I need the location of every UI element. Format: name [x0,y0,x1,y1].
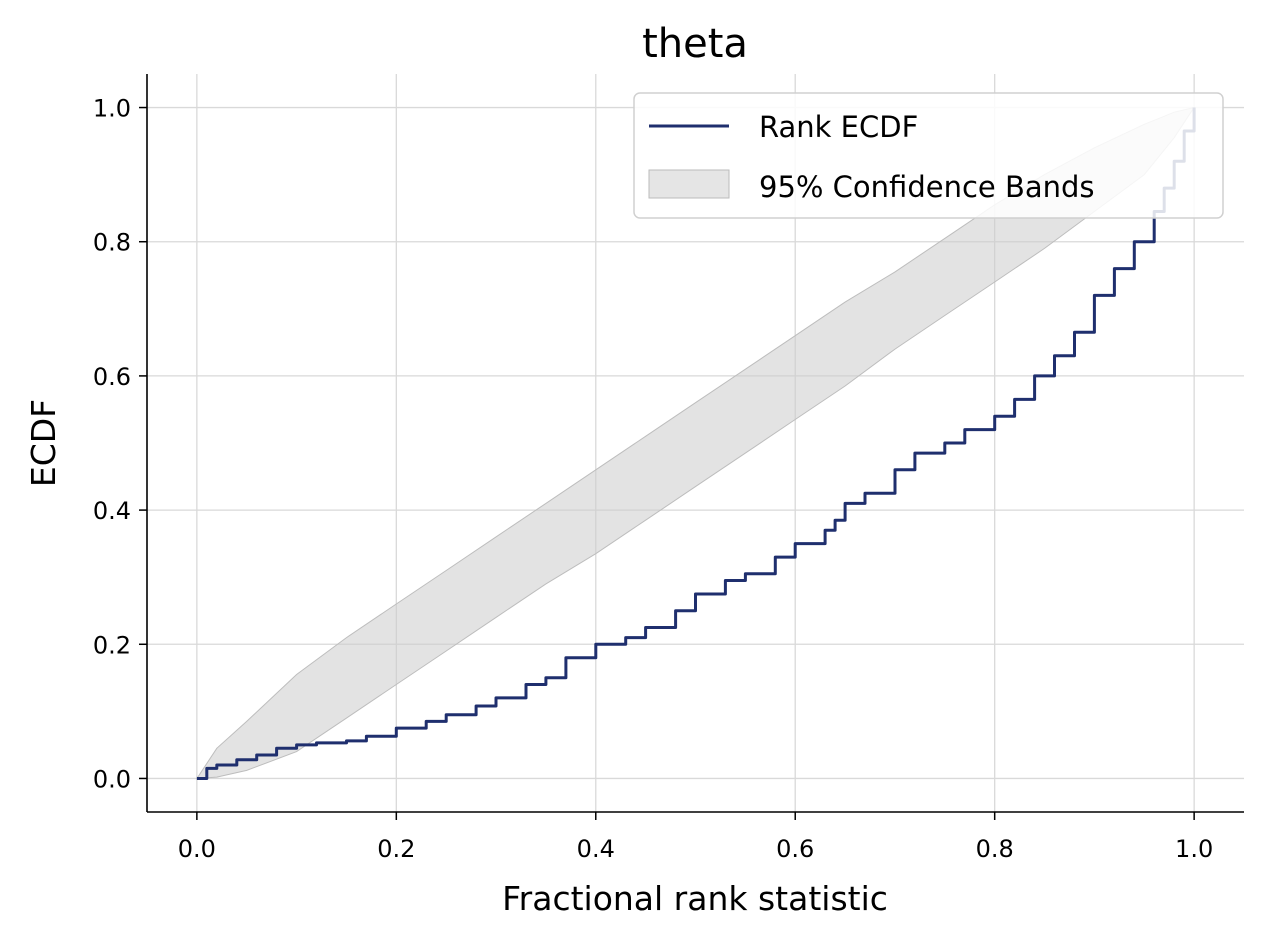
legend-frame [633,92,1224,219]
y-tick-label-1: 0.2 [93,631,131,659]
y-tick-label-3: 0.6 [93,363,131,391]
x-ticks: 0.0 0.2 0.4 0.6 0.8 1.0 [178,812,1213,863]
chart-title: theta [642,21,748,67]
y-tick-label-0: 0.0 [93,765,131,793]
x-tick-label-2: 0.4 [577,835,615,863]
x-tick-label-1: 0.2 [377,835,415,863]
x-tick-label-5: 1.0 [1175,835,1213,863]
ecdf-line-layer [196,107,1196,780]
y-tick-label-2: 0.4 [93,497,131,525]
x-axis-label: Fractional rank statistic [502,879,888,918]
x-tick-label-3: 0.6 [776,835,814,863]
y-tick-label-4: 0.8 [93,229,131,257]
y-axis-label: ECDF [24,399,63,487]
legend-label-confidence-bands: 95% Confidence Bands [759,170,1095,204]
y-tick-label-5: 1.0 [93,95,131,123]
x-tick-label-0: 0.0 [178,835,216,863]
legend-swatch-confidence-bands [648,169,730,199]
y-ticks: 0.0 0.2 0.4 0.6 0.8 1.0 [93,95,147,793]
axes-spines [146,74,1244,813]
legend: Rank ECDF 95% Confidence Bands [633,92,1224,219]
legend-label-rank-ecdf: Rank ECDF [759,110,918,144]
rank-ecdf-line [196,107,1196,780]
x-tick-label-4: 0.8 [976,835,1014,863]
